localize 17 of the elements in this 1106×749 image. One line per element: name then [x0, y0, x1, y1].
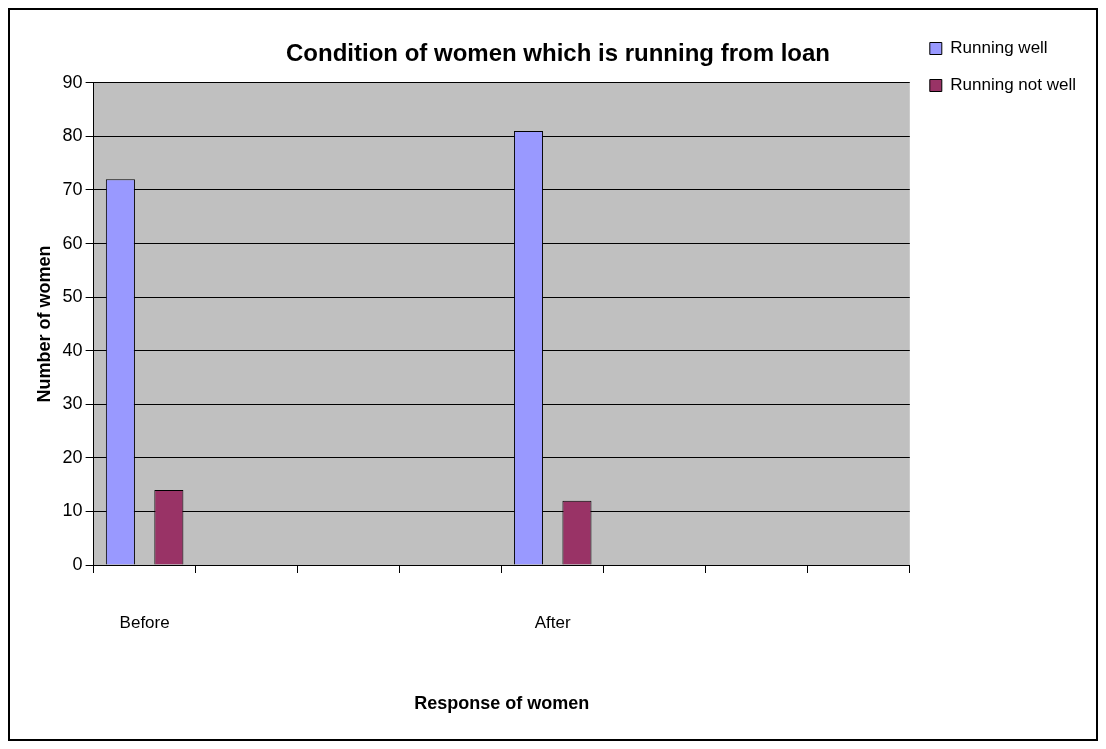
- legend-label: Running not well: [950, 75, 1077, 95]
- y-tick-label: 10: [62, 500, 83, 521]
- x-axis-title: Response of women: [414, 693, 590, 714]
- x-tick-label: After: [534, 612, 572, 632]
- legend-label: Running well: [950, 38, 1048, 58]
- y-tick-label: 90: [62, 71, 83, 92]
- y-tick-label: 70: [62, 178, 83, 199]
- y-tick-label: 0: [72, 553, 83, 574]
- y-tick-label: 20: [62, 446, 83, 467]
- y-tick-label: 50: [62, 286, 83, 307]
- y-tick-label: 60: [62, 232, 83, 253]
- chart-title: Condition of women which is running from loan: [286, 39, 830, 67]
- y-axis-title: Number of women: [33, 245, 54, 403]
- y-tick-label: 80: [62, 125, 83, 146]
- x-tick-label: Before: [119, 612, 170, 632]
- y-tick-label: 40: [62, 339, 83, 360]
- y-tick-label: 30: [62, 393, 83, 414]
